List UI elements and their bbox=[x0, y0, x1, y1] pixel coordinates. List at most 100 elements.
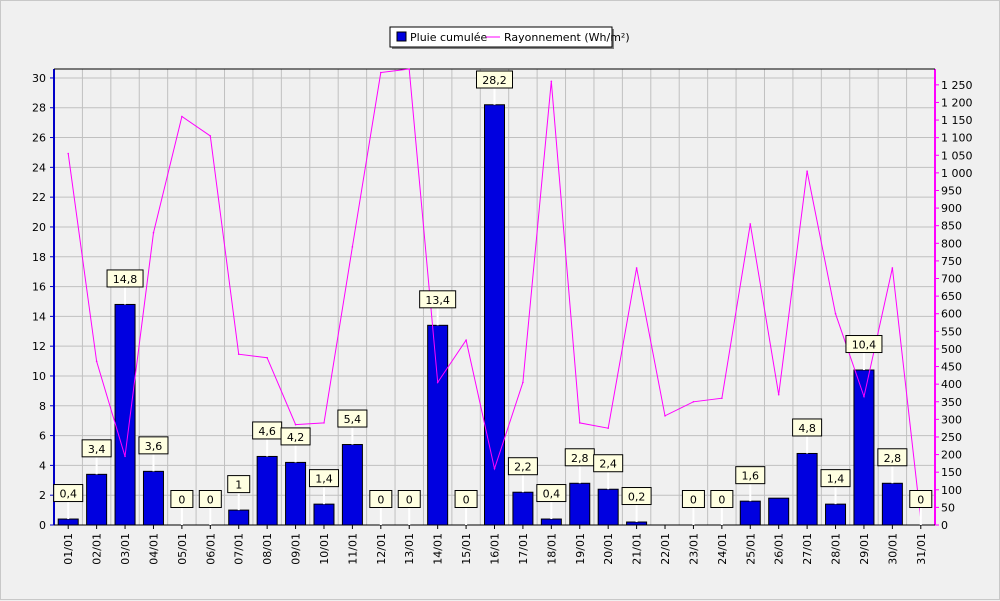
line-point bbox=[294, 423, 297, 426]
y-right-tick-label: 600 bbox=[941, 308, 962, 321]
data-label: 14,8 bbox=[106, 269, 144, 305]
y-left-tick-label: 28 bbox=[32, 102, 46, 115]
y-right-tick-label: 300 bbox=[941, 413, 962, 426]
x-tick-label: 25/01 bbox=[744, 533, 757, 565]
x-tick-label: 11/01 bbox=[346, 533, 359, 565]
data-label: 2,4 bbox=[593, 454, 624, 490]
data-label-box bbox=[81, 439, 112, 458]
data-label-box bbox=[369, 490, 393, 508]
x-tick-label: 14/01 bbox=[432, 533, 445, 565]
y-right-tick-label: 650 bbox=[941, 290, 962, 303]
data-label: 1,4 bbox=[308, 469, 339, 505]
y-right-tick-label: 750 bbox=[941, 255, 962, 268]
data-label: 0,2 bbox=[621, 487, 652, 523]
bar bbox=[114, 303, 136, 526]
data-label: 3,6 bbox=[138, 436, 169, 472]
x-tick-label: 26/01 bbox=[773, 533, 786, 565]
bar bbox=[569, 482, 591, 526]
legend-label-radiation: Rayonnement (Wh/m²) bbox=[504, 31, 630, 44]
y-left-tick-label: 6 bbox=[39, 430, 46, 443]
y-right-tick-label: 950 bbox=[941, 184, 962, 197]
data-label-box bbox=[909, 490, 933, 508]
data-label-text: 1,4 bbox=[827, 473, 845, 486]
line-point bbox=[266, 356, 268, 359]
line-point bbox=[493, 467, 496, 470]
y-left-tick-label: 12 bbox=[32, 340, 46, 353]
legend-swatch-bar bbox=[396, 31, 407, 42]
y-right-tick-label: 1 000 bbox=[941, 167, 973, 180]
x-tick-label: 24/01 bbox=[716, 533, 729, 565]
data-label-text: 3,6 bbox=[145, 440, 163, 453]
y-left-tick-label: 30 bbox=[32, 72, 46, 85]
y-right-tick-label: 1 050 bbox=[941, 149, 973, 162]
data-label-text: 10,4 bbox=[852, 339, 877, 352]
line-point bbox=[777, 393, 780, 396]
y-right-tick-label: 0 bbox=[941, 519, 948, 532]
data-label: 0 bbox=[397, 490, 421, 525]
y-right-tick-label: 400 bbox=[941, 378, 962, 391]
line-point bbox=[323, 422, 325, 424]
y-left-tick-label: 22 bbox=[32, 191, 46, 204]
x-tick-label: 04/01 bbox=[147, 533, 160, 565]
data-label-text: 13,4 bbox=[425, 294, 450, 307]
bar bbox=[768, 497, 790, 526]
x-tick-label: 09/01 bbox=[290, 533, 303, 565]
data-label: 0 bbox=[681, 490, 705, 525]
legend: Pluie cumulée Rayonnement (Wh/m²) bbox=[389, 26, 630, 49]
data-label-box bbox=[170, 490, 194, 508]
data-label-text: 0,2 bbox=[628, 491, 646, 504]
data-label-text: 0,4 bbox=[59, 488, 77, 501]
y-right-tick-label: 250 bbox=[941, 431, 962, 444]
x-tick-label: 03/01 bbox=[119, 533, 132, 565]
data-label-box bbox=[536, 484, 567, 503]
bar bbox=[597, 488, 619, 526]
data-label: 0 bbox=[369, 490, 393, 525]
bar bbox=[228, 509, 250, 526]
data-label: 2,2 bbox=[507, 457, 538, 493]
y-right-tick-label: 500 bbox=[941, 343, 962, 356]
data-label: 10,4 bbox=[845, 335, 883, 371]
data-label-text: 2,2 bbox=[514, 461, 532, 474]
bar bbox=[256, 455, 278, 526]
line-point bbox=[721, 397, 723, 400]
x-tick-label: 28/01 bbox=[830, 533, 843, 565]
line-point bbox=[237, 353, 240, 356]
data-label-text: 0 bbox=[718, 494, 725, 507]
data-label: 5,4 bbox=[337, 409, 368, 445]
bar bbox=[341, 444, 363, 526]
line-point bbox=[95, 360, 98, 363]
line-point bbox=[607, 427, 609, 429]
bar bbox=[285, 461, 307, 526]
data-label: 0,4 bbox=[53, 484, 84, 520]
line-point bbox=[834, 312, 837, 315]
x-tick-label: 13/01 bbox=[403, 533, 416, 565]
bar bbox=[540, 518, 562, 526]
data-label-box bbox=[419, 290, 457, 309]
bar bbox=[427, 324, 449, 526]
data-label: 0 bbox=[710, 490, 734, 525]
y-left-tick-label: 16 bbox=[32, 281, 46, 294]
y-left-tick-label: 4 bbox=[39, 459, 46, 472]
data-label-box bbox=[106, 269, 144, 288]
line-point bbox=[550, 80, 553, 83]
data-label-box bbox=[280, 427, 311, 446]
data-label-box bbox=[454, 490, 478, 508]
bar bbox=[825, 503, 847, 526]
data-label-text: 2,4 bbox=[599, 458, 617, 471]
data-label-box bbox=[337, 409, 368, 428]
x-tick-label: 10/01 bbox=[318, 533, 331, 565]
data-label-text: 2,8 bbox=[571, 452, 589, 465]
data-label-text: 14,8 bbox=[113, 273, 138, 286]
data-label-box bbox=[198, 490, 222, 508]
x-tick-label: 07/01 bbox=[233, 533, 246, 565]
data-label-box bbox=[397, 490, 421, 508]
data-label-text: 0 bbox=[463, 494, 470, 507]
x-tick-label: 08/01 bbox=[261, 533, 274, 565]
data-label: 1,4 bbox=[820, 469, 851, 505]
data-label-box bbox=[820, 469, 851, 488]
y-right-tick-label: 450 bbox=[941, 361, 962, 374]
data-label-box bbox=[476, 70, 513, 89]
y-right-tick-label: 1 150 bbox=[941, 114, 973, 127]
x-tick-label: 18/01 bbox=[545, 533, 558, 565]
bar bbox=[739, 500, 761, 526]
